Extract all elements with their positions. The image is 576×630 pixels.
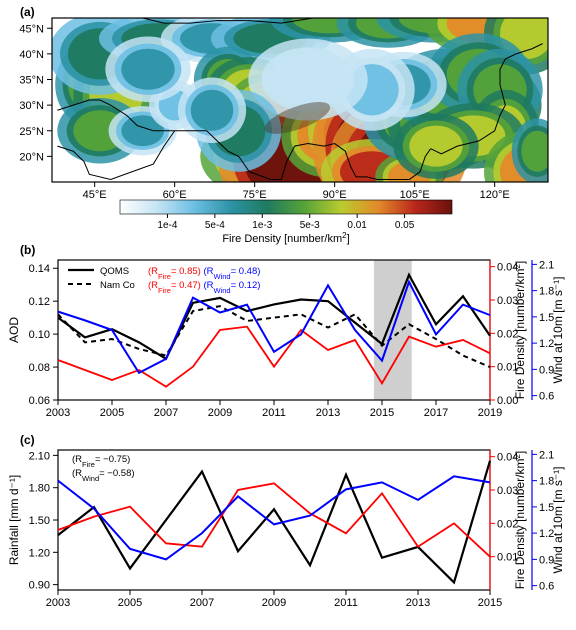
y-right1-label: Fire Density [number/km2]: [513, 261, 528, 400]
y-left-tick-label: 0.10: [29, 329, 50, 341]
figure-svg: 45°E 60°E 75°E 90°E 105°E 120°E 20°N 25°N 30°N 35…: [0, 0, 576, 627]
x-tick-label: 2007: [190, 597, 214, 609]
y-right2-label: Wind at 10m [m s⁻¹]: [551, 466, 565, 573]
y-right2-tick-label: 0.6: [539, 581, 554, 593]
panel-c: 2003 2005 2007 2009 2011 2013 2015 0.90 1.20 1.50…: [7, 433, 565, 609]
y-left-label: Rainfall [mm d⁻¹]: [7, 475, 21, 565]
y-left-tick-label: 0.12: [29, 296, 50, 308]
y-left-tick-label: 2.10: [29, 450, 50, 462]
corr-fire: (RFire= −0.75): [72, 454, 130, 469]
x-tick-label: 2003: [46, 597, 70, 609]
series-rain: [58, 461, 490, 583]
colorbar-tick-label: 5e-3: [300, 220, 320, 231]
y-right2-tick-label: 2.1: [539, 259, 554, 271]
y-left-tick-label: 1.50: [29, 515, 50, 527]
colorbar-tick-label: 1e-3: [252, 220, 272, 231]
colorbar-tick-label: 1e-4: [157, 220, 177, 231]
x-tick-label: 2015: [478, 597, 502, 609]
x-tick-label: 2009: [262, 597, 286, 609]
series-wind: [58, 282, 490, 373]
lat-tick-label: 45°N: [19, 23, 44, 35]
y-left-tick-label: 1.80: [29, 483, 50, 495]
colorbar-tick-label: 0.01: [347, 220, 367, 231]
legend-qoms: QOMS: [100, 266, 129, 277]
y-left-label: AOD: [7, 317, 21, 343]
panel-b: 2003 2005 2007 2009 2011 2013 2015 2017 2019 0.06…: [7, 243, 565, 419]
lon-tick-label: 75°E: [243, 189, 267, 201]
panel-b-label: (b): [20, 243, 35, 257]
x-tick-label: 2003: [46, 407, 70, 419]
panel-a: 45°E 60°E 75°E 90°E 105°E 120°E 20°N 25°N 30°N 35…: [19, 0, 569, 245]
x-tick-label: 2013: [316, 407, 340, 419]
y-left-tick-label: 0.08: [29, 362, 50, 374]
lon-tick-label: 45°E: [83, 189, 107, 201]
y-left-tick-label: 1.20: [29, 547, 50, 559]
corr-namco: (RFire= 0.47) (RWind= 0.12): [148, 280, 260, 295]
x-tick-label: 2005: [118, 597, 142, 609]
lat-tick-label: 30°N: [19, 100, 44, 112]
x-tick-label: 2007: [154, 407, 178, 419]
y-left-tick-label: 0.90: [29, 580, 50, 592]
y-right2-tick-label: 0.6: [539, 391, 554, 403]
y-right2-label: Wind at 10m [m s⁻¹]: [551, 276, 565, 383]
corr-wind: (RWind= −0.58): [72, 468, 135, 483]
y-right2-tick-label: 2.1: [539, 449, 554, 461]
x-tick-label: 2009: [208, 407, 232, 419]
lon-tick-label: 120°E: [480, 189, 510, 201]
y-right1-label: Fire Density [number/km2]: [513, 451, 528, 590]
series-wind: [58, 476, 490, 559]
colorbar-title: Fire Density [number/km2]: [222, 231, 349, 246]
colorbar-tick-label: 5e-4: [205, 220, 225, 231]
x-tick-label: 2011: [262, 407, 286, 419]
lat-tick-label: 20°N: [19, 151, 44, 163]
corr-qoms: (RFire= 0.85) (RWind= 0.48): [148, 266, 260, 281]
lon-tick-label: 60°E: [163, 189, 187, 201]
lat-tick-label: 40°N: [19, 49, 44, 61]
lon-tick-label: 90°E: [323, 189, 347, 201]
lat-tick-label: 25°N: [19, 126, 44, 138]
lat-tick-label: 35°N: [19, 75, 44, 87]
y-left-tick-label: 0.06: [29, 395, 50, 407]
panel-a-label: (a): [20, 5, 35, 19]
x-tick-label: 2005: [100, 407, 124, 419]
x-tick-label: 2015: [370, 407, 394, 419]
y-left-tick-label: 0.14: [29, 263, 50, 275]
x-tick-label: 2017: [424, 407, 448, 419]
x-tick-label: 2013: [406, 597, 430, 609]
x-tick-label: 2011: [334, 597, 358, 609]
legend-namco: Nam Co: [100, 280, 135, 291]
colorbar: [120, 200, 452, 214]
lon-tick-label: 105°E: [400, 189, 430, 201]
panel-c-label: (c): [20, 433, 35, 447]
colorbar-tick-label: 0.05: [395, 220, 415, 231]
x-tick-label: 2019: [478, 407, 502, 419]
